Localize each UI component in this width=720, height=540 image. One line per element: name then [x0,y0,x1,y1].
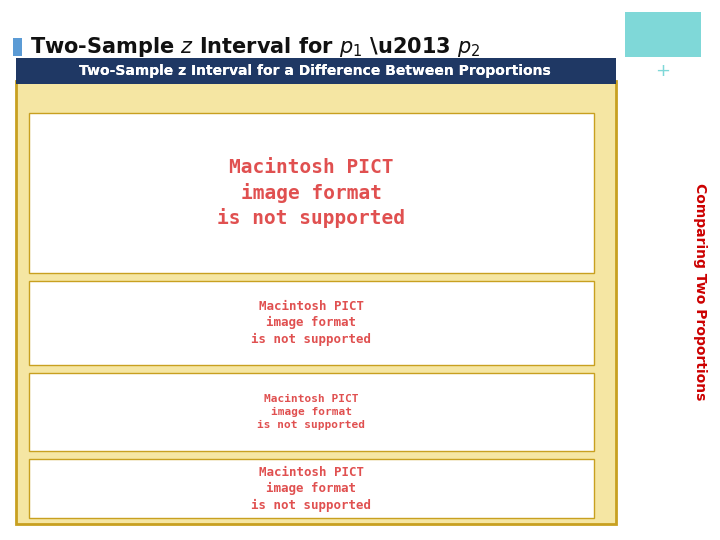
Bar [13,38,22,56]
Text: +: + [656,62,670,80]
FancyBboxPatch shape [16,81,616,524]
FancyBboxPatch shape [16,58,616,84]
FancyBboxPatch shape [16,58,616,84]
Text: Macintosh PICT
image format
is not supported: Macintosh PICT image format is not suppo… [258,394,365,430]
Text: Macintosh PICT
image format
is not supported: Macintosh PICT image format is not suppo… [251,465,372,512]
Text: Two-Sample z Interval for a Difference Between Proportions: Two-Sample z Interval for a Difference B… [79,64,552,78]
FancyBboxPatch shape [29,281,594,364]
FancyBboxPatch shape [29,459,594,518]
FancyBboxPatch shape [29,373,594,451]
Text: Two-Sample $\mathit{z}$ Interval for $\mathit{p}_1$ \u2013 $\mathit{p}_2$: Two-Sample $\mathit{z}$ Interval for $\m… [30,35,481,59]
FancyBboxPatch shape [625,12,701,57]
Text: Comparing Two Proportions: Comparing Two Proportions [693,183,707,400]
Text: Macintosh PICT
image format
is not supported: Macintosh PICT image format is not suppo… [251,300,372,346]
Text: Two-Sample z Interval for a Difference Between Proportions: Two-Sample z Interval for a Difference B… [79,64,552,78]
Text: Macintosh PICT
image format
is not supported: Macintosh PICT image format is not suppo… [217,158,405,228]
FancyBboxPatch shape [29,113,594,273]
